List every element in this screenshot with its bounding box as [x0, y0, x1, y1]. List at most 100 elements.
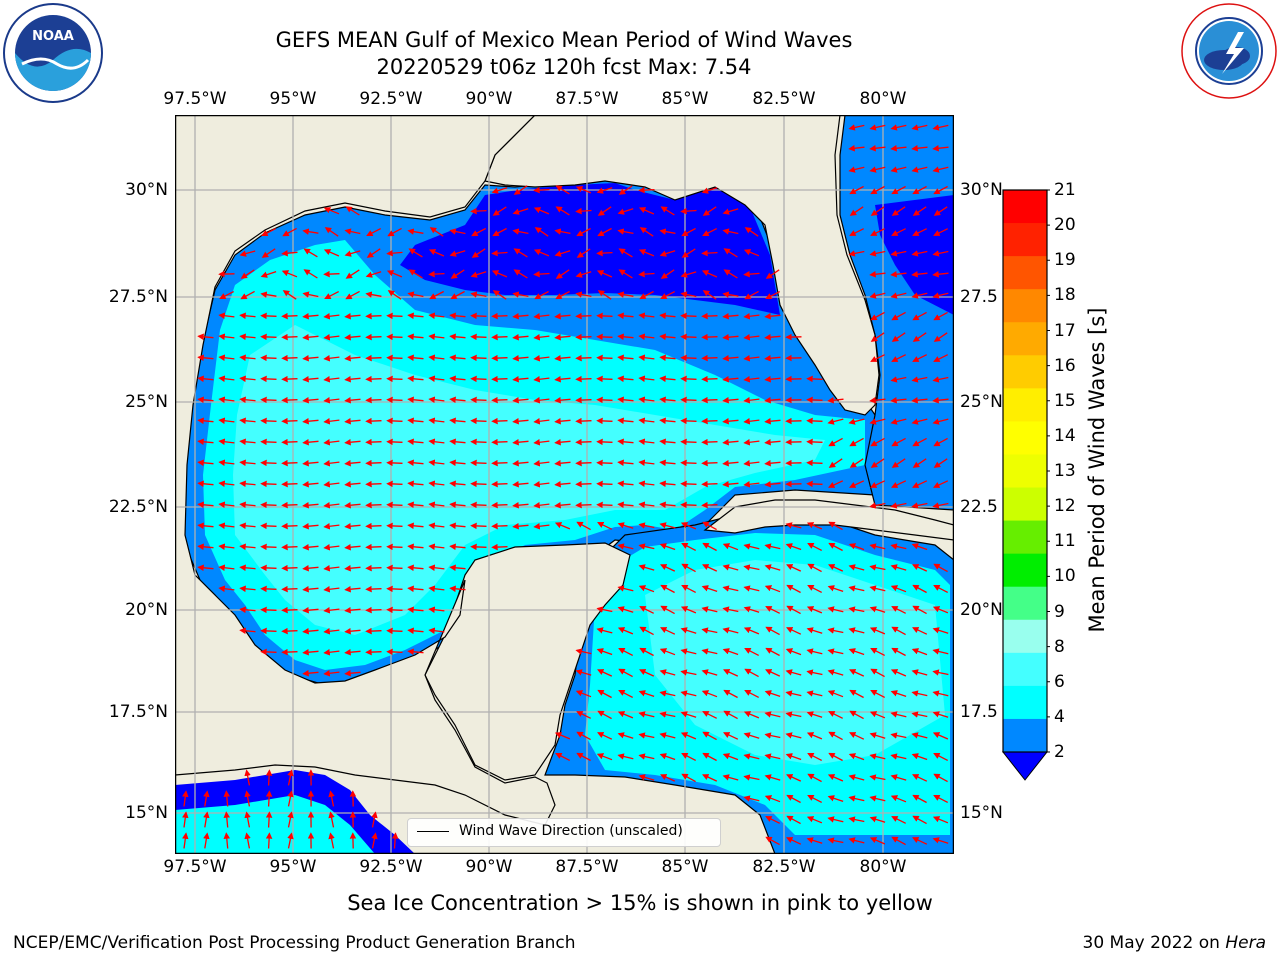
wave-direction-arrow [870, 458, 885, 468]
lon-label-bottom-90: 90°W [465, 857, 513, 877]
wave-direction-arrow [281, 522, 298, 530]
wave-direction-arrow [806, 438, 823, 446]
wave-direction-arrow [785, 669, 802, 676]
wave-direction-arrow [386, 417, 403, 425]
wave-direction-arrow [223, 790, 231, 807]
wave-direction-arrow [869, 271, 886, 278]
colorbar-tick-label: 12 [1054, 496, 1076, 517]
colorbar-tick-label: 16 [1054, 355, 1076, 376]
wave-direction-arrow [281, 333, 298, 341]
wave-direction-arrow [869, 795, 886, 802]
wave-direction-arrow [639, 669, 655, 677]
wave-direction-arrow [223, 832, 231, 849]
wave-direction-arrow [365, 501, 382, 509]
wave-direction-arrow [344, 459, 361, 467]
wave-direction-arrow [344, 522, 361, 530]
wave-direction-arrow [302, 459, 319, 467]
wave-direction-arrow [764, 774, 781, 781]
wave-direction-arrow [219, 291, 234, 299]
wave-direction-arrow [806, 711, 823, 718]
wave-direction-arrow [764, 417, 781, 425]
wave-direction-arrow [596, 753, 613, 761]
wave-direction-arrow [870, 185, 885, 195]
wave-direction-arrow [407, 606, 424, 614]
wave-direction-arrow [849, 206, 864, 216]
wave-direction-arrow [597, 689, 612, 699]
wave-direction-arrow [197, 417, 214, 425]
wave-direction-arrow [386, 564, 403, 572]
wave-direction-arrow [597, 732, 613, 740]
wave-direction-arrow [743, 732, 760, 739]
wave-direction-arrow [869, 816, 886, 823]
wave-direction-arrow [344, 417, 361, 425]
wave-direction-arrow [449, 522, 466, 530]
wave-direction-arrow [912, 311, 927, 321]
wave-direction-arrow [911, 124, 928, 131]
wave-direction-arrow [827, 837, 844, 844]
wave-direction-arrow [702, 228, 717, 236]
wave-direction-arrow [785, 690, 802, 697]
wave-direction-arrow [932, 627, 949, 634]
wave-direction-arrow [281, 480, 298, 488]
wave-direction-arrow [513, 248, 528, 258]
lat-label-left-25: 25°N [125, 392, 168, 412]
wave-direction-arrow [197, 354, 214, 362]
wave-direction-arrow [660, 627, 676, 635]
wave-direction-arrow [596, 627, 613, 634]
lat-label-left-30: 30°N [125, 180, 168, 200]
wave-direction-arrow [428, 501, 445, 508]
wave-direction-arrow [407, 459, 424, 467]
wave-direction-arrow [576, 731, 591, 741]
wave-direction-arrow [912, 837, 928, 845]
wave-direction-arrow [680, 312, 697, 320]
wave-direction-arrow [365, 459, 382, 467]
wave-direction-arrow [576, 711, 591, 719]
lat-label-left-22-5: 22.5°N [108, 497, 168, 517]
wave-direction-arrow [365, 375, 382, 383]
wave-direction-arrow [470, 417, 487, 425]
wave-direction-arrow [701, 480, 718, 488]
wave-direction-arrow [744, 668, 759, 678]
wave-direction-arrow [450, 290, 465, 300]
wave-direction-arrow [302, 333, 319, 341]
wave-direction-arrow [890, 376, 907, 383]
wave-direction-arrow [576, 248, 591, 258]
yucatan-peninsula [424, 542, 631, 781]
wave-direction-arrow [302, 648, 319, 656]
wave-direction-arrow [617, 522, 634, 529]
wave-direction-arrow [554, 354, 571, 362]
wave-direction-arrow [659, 711, 676, 718]
wave-direction-arrow [470, 375, 487, 383]
wave-direction-arrow [933, 585, 948, 593]
wave-direction-arrow [407, 501, 424, 509]
wave-direction-arrow [911, 271, 928, 278]
wave-direction-arrow [554, 333, 571, 341]
wave-direction-arrow [554, 396, 571, 404]
legend-label: Wind Wave Direction (unscaled) [459, 823, 683, 839]
wave-direction-arrow [302, 396, 319, 404]
wave-direction-arrow [282, 290, 297, 300]
wave-direction-arrow [197, 333, 214, 341]
wave-direction-arrow [827, 397, 844, 404]
colorbar-segment [1003, 421, 1047, 456]
wave-direction-arrow [701, 312, 718, 320]
wave-direction-arrow [428, 480, 445, 487]
wave-direction-arrow [287, 832, 294, 849]
wave-direction-arrow [932, 690, 949, 697]
wave-direction-arrow [932, 732, 949, 740]
wave-direction-arrow [702, 206, 717, 216]
wave-direction-arrow [386, 312, 403, 320]
wave-direction-arrow [197, 375, 214, 383]
wave-direction-arrow [659, 648, 676, 656]
wave-direction-arrow [827, 627, 844, 634]
wave-direction-arrow [848, 627, 865, 634]
wave-direction-arrow [596, 501, 613, 509]
wave-direction-arrow [680, 333, 697, 341]
wave-direction-arrow [281, 585, 298, 593]
wave-direction-arrow [932, 648, 949, 655]
wave-direction-arrow [534, 290, 549, 300]
wave-direction-arrow [302, 543, 319, 551]
wave-direction-arrow [701, 270, 718, 278]
wave-direction-arrow [596, 249, 613, 257]
wave-direction-arrow [659, 354, 676, 362]
